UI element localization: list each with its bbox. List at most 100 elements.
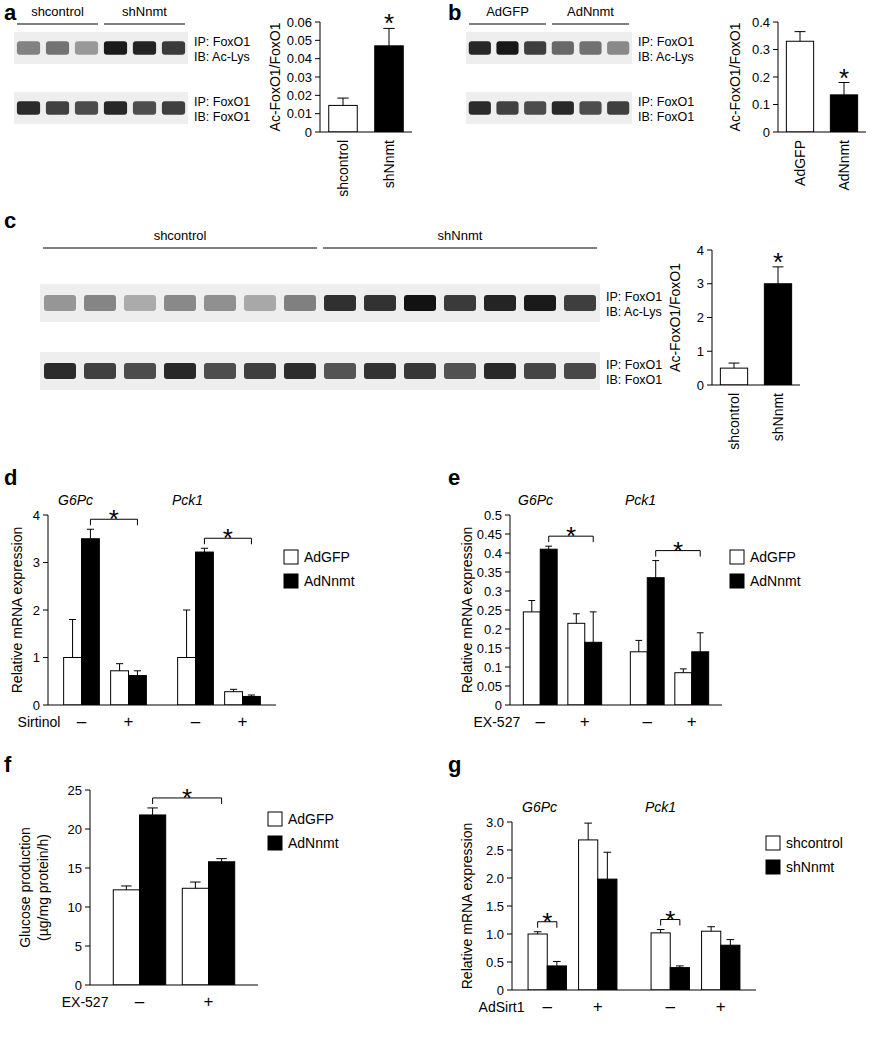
y-tick-label: 10 [68,900,82,915]
blot-row-label: IP: FoxO1 [606,358,662,372]
error-bar [657,930,665,933]
error-bar [707,927,715,931]
x-axis [320,132,412,133]
x-axis [778,132,866,133]
blot-band [46,41,69,54]
y-tick-label: 0.05 [477,679,502,694]
blot-band [364,363,396,379]
y-tick [707,250,712,251]
lane-group-line [104,23,185,24]
blot-band [284,363,316,379]
significance-star: * [665,905,675,935]
blot-band [104,101,127,114]
group-label: G6Pc [58,492,93,508]
bar [329,105,358,132]
blot-band [162,101,185,114]
y-tick [505,705,510,706]
bar [670,968,689,990]
y-tick-label: 2 [33,603,40,618]
significance-star: * [839,63,849,93]
group-label: Pck1 [645,799,676,815]
blot-band [524,101,546,114]
bar [720,368,747,385]
x-tick-label: AdGFP [792,140,808,186]
plot-marks [786,32,857,132]
error-bar [201,548,208,552]
legend-swatch [268,836,282,850]
plot-marks [113,808,234,985]
bar [692,652,709,705]
x-axis [90,985,258,986]
y-tick-label: 0.45 [477,527,502,542]
y-tick [43,705,48,706]
bar [721,945,740,990]
legend-label: shcontrol [786,835,843,851]
error-bar [337,98,348,105]
error-bar [697,633,704,652]
blot-band [324,295,356,311]
group-label: G6Pc [522,799,557,815]
y-tick [507,962,512,963]
blot-band [404,363,436,379]
legend-label: AdNnmt [304,573,355,589]
blot-band [75,101,98,114]
error-bar [795,32,806,42]
y-tick [773,77,778,78]
panel-letter: b [448,0,461,25]
x-axis [510,705,722,706]
y-tick [315,113,320,114]
y-tick-label: 2.0 [486,871,504,886]
blot-row-label: IP: FoxO1 [638,35,694,49]
panel-letter: c [4,208,16,233]
bar [675,673,692,705]
blot-row-label: IP: FoxO1 [638,95,694,109]
plot-marks [720,267,791,385]
y-tick-label: 3 [33,555,40,570]
blot-row-label: IB: FoxO1 [194,110,250,124]
y-tick [707,317,712,318]
legend-swatch [268,812,282,826]
blot-band [44,295,76,311]
blot-band [469,101,491,114]
blot-band [104,41,127,54]
error-bar [573,614,580,624]
y-tick-label: 4 [33,508,40,523]
y-tick-label: 0.1 [484,660,502,675]
blot-band [284,295,316,311]
panel-letter: f [4,752,12,777]
blot-band [579,41,601,54]
x-tick-label: shNnmt [770,393,786,441]
y-axis-label: Relative mRNA expression [459,823,475,990]
y-axis-label: Glucose production [17,827,33,948]
blot-band [524,363,556,379]
bar [630,652,647,705]
y-tick [505,534,510,535]
x-tick-label: + [580,712,590,731]
blot-band [496,101,518,114]
bar [764,284,791,385]
x-tick-label: – [643,712,653,731]
y-tick-label: 3 [697,276,704,291]
blot-band [17,101,40,114]
error-bar [134,671,141,676]
y-tick [315,95,320,96]
y-tick-label: 2.5 [486,843,504,858]
y-tick [43,657,48,658]
plot-marks [64,529,261,705]
bar [196,552,214,705]
y-tick-label: 15 [68,861,82,876]
y-tick-label: 0.05 [287,33,312,48]
y-tick [505,648,510,649]
bar [598,879,617,990]
y-tick [507,878,512,879]
bar [647,578,664,705]
panel-letter: g [448,752,461,777]
y-tick [707,283,712,284]
y-tick [85,985,90,986]
significance-star: * [182,783,192,813]
bar [209,862,235,985]
bar [702,931,721,990]
y-tick [505,686,510,687]
error-bar [584,823,592,840]
bar [830,95,857,132]
